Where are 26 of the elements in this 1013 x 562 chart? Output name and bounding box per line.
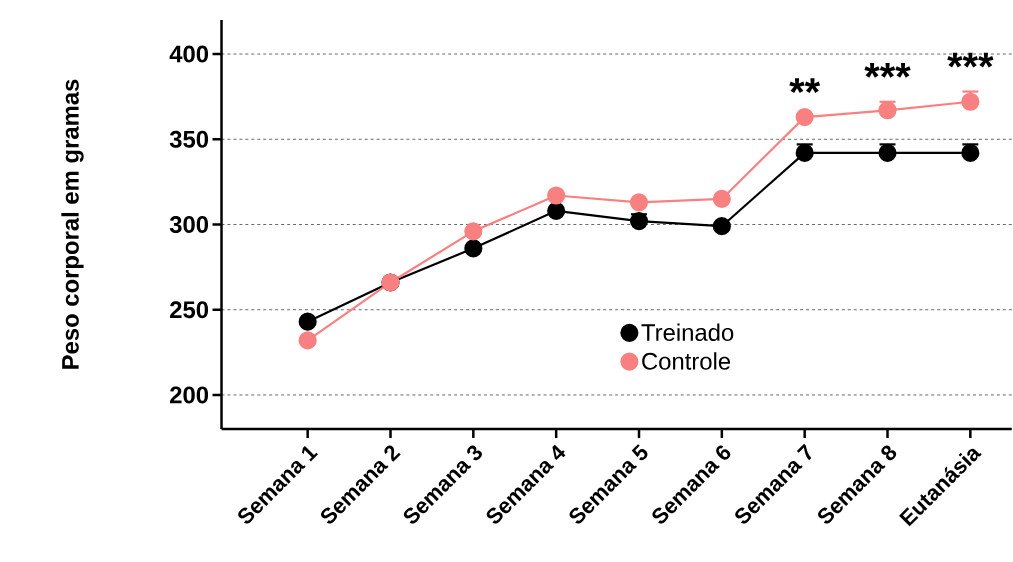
y-tick-label: 300 [169,216,209,234]
annotation: *** [864,63,911,78]
point [298,331,317,350]
point [464,239,483,258]
y-axis-title: Peso corporal em gramas [61,79,84,369]
y-tick-label: 400 [169,45,209,63]
point [547,186,566,205]
y-tick-label: 250 [170,301,209,319]
annotation: *** [947,52,994,68]
point [961,143,980,163]
y-tick-label: 350 [169,130,209,148]
legend-label: Controle [642,352,731,370]
y-tick-label: 200 [170,386,209,404]
annotation: ** [789,78,821,94]
point [795,108,814,127]
point [795,143,814,163]
point [878,143,897,163]
point [712,217,731,236]
point [547,201,566,221]
point [712,189,731,209]
legend-label: Treinado [641,323,734,342]
point [629,193,649,212]
point [878,101,897,120]
point [629,212,649,231]
point [298,312,317,331]
point [464,222,483,241]
